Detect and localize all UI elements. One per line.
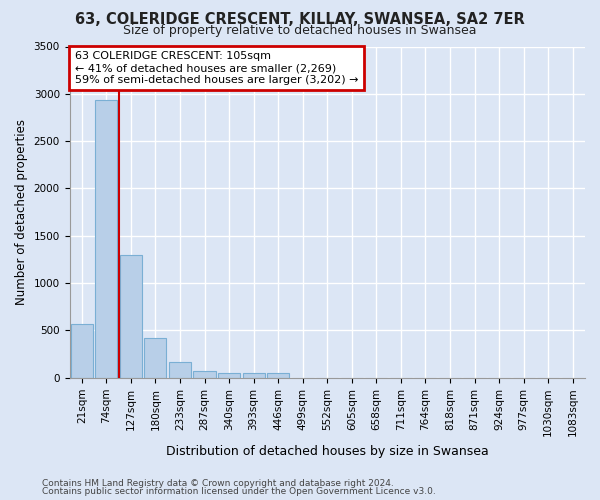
Text: 63, COLERIDGE CRESCENT, KILLAY, SWANSEA, SA2 7ER: 63, COLERIDGE CRESCENT, KILLAY, SWANSEA,… (75, 12, 525, 28)
Bar (120, 255, 142, 378)
Text: 63 COLERIDGE CRESCENT: 105sqm
← 41% of detached houses are smaller (2,269)
59% o: 63 COLERIDGE CRESCENT: 105sqm ← 41% of d… (74, 52, 358, 84)
Bar (193, 370, 215, 378)
Bar (95, 100, 118, 378)
Bar (145, 338, 166, 378)
Text: Contains HM Land Registry data © Crown copyright and database right 2024.: Contains HM Land Registry data © Crown c… (42, 478, 394, 488)
Y-axis label: Number of detached properties: Number of detached properties (15, 119, 28, 305)
Bar (71, 324, 93, 378)
Bar (169, 362, 191, 378)
Bar (242, 373, 265, 378)
Text: Contains public sector information licensed under the Open Government Licence v3: Contains public sector information licen… (42, 487, 436, 496)
Text: Size of property relative to detached houses in Swansea: Size of property relative to detached ho… (123, 24, 477, 37)
Bar (267, 373, 289, 378)
Bar (218, 373, 240, 378)
X-axis label: Distribution of detached houses by size in Swansea: Distribution of detached houses by size … (166, 444, 488, 458)
